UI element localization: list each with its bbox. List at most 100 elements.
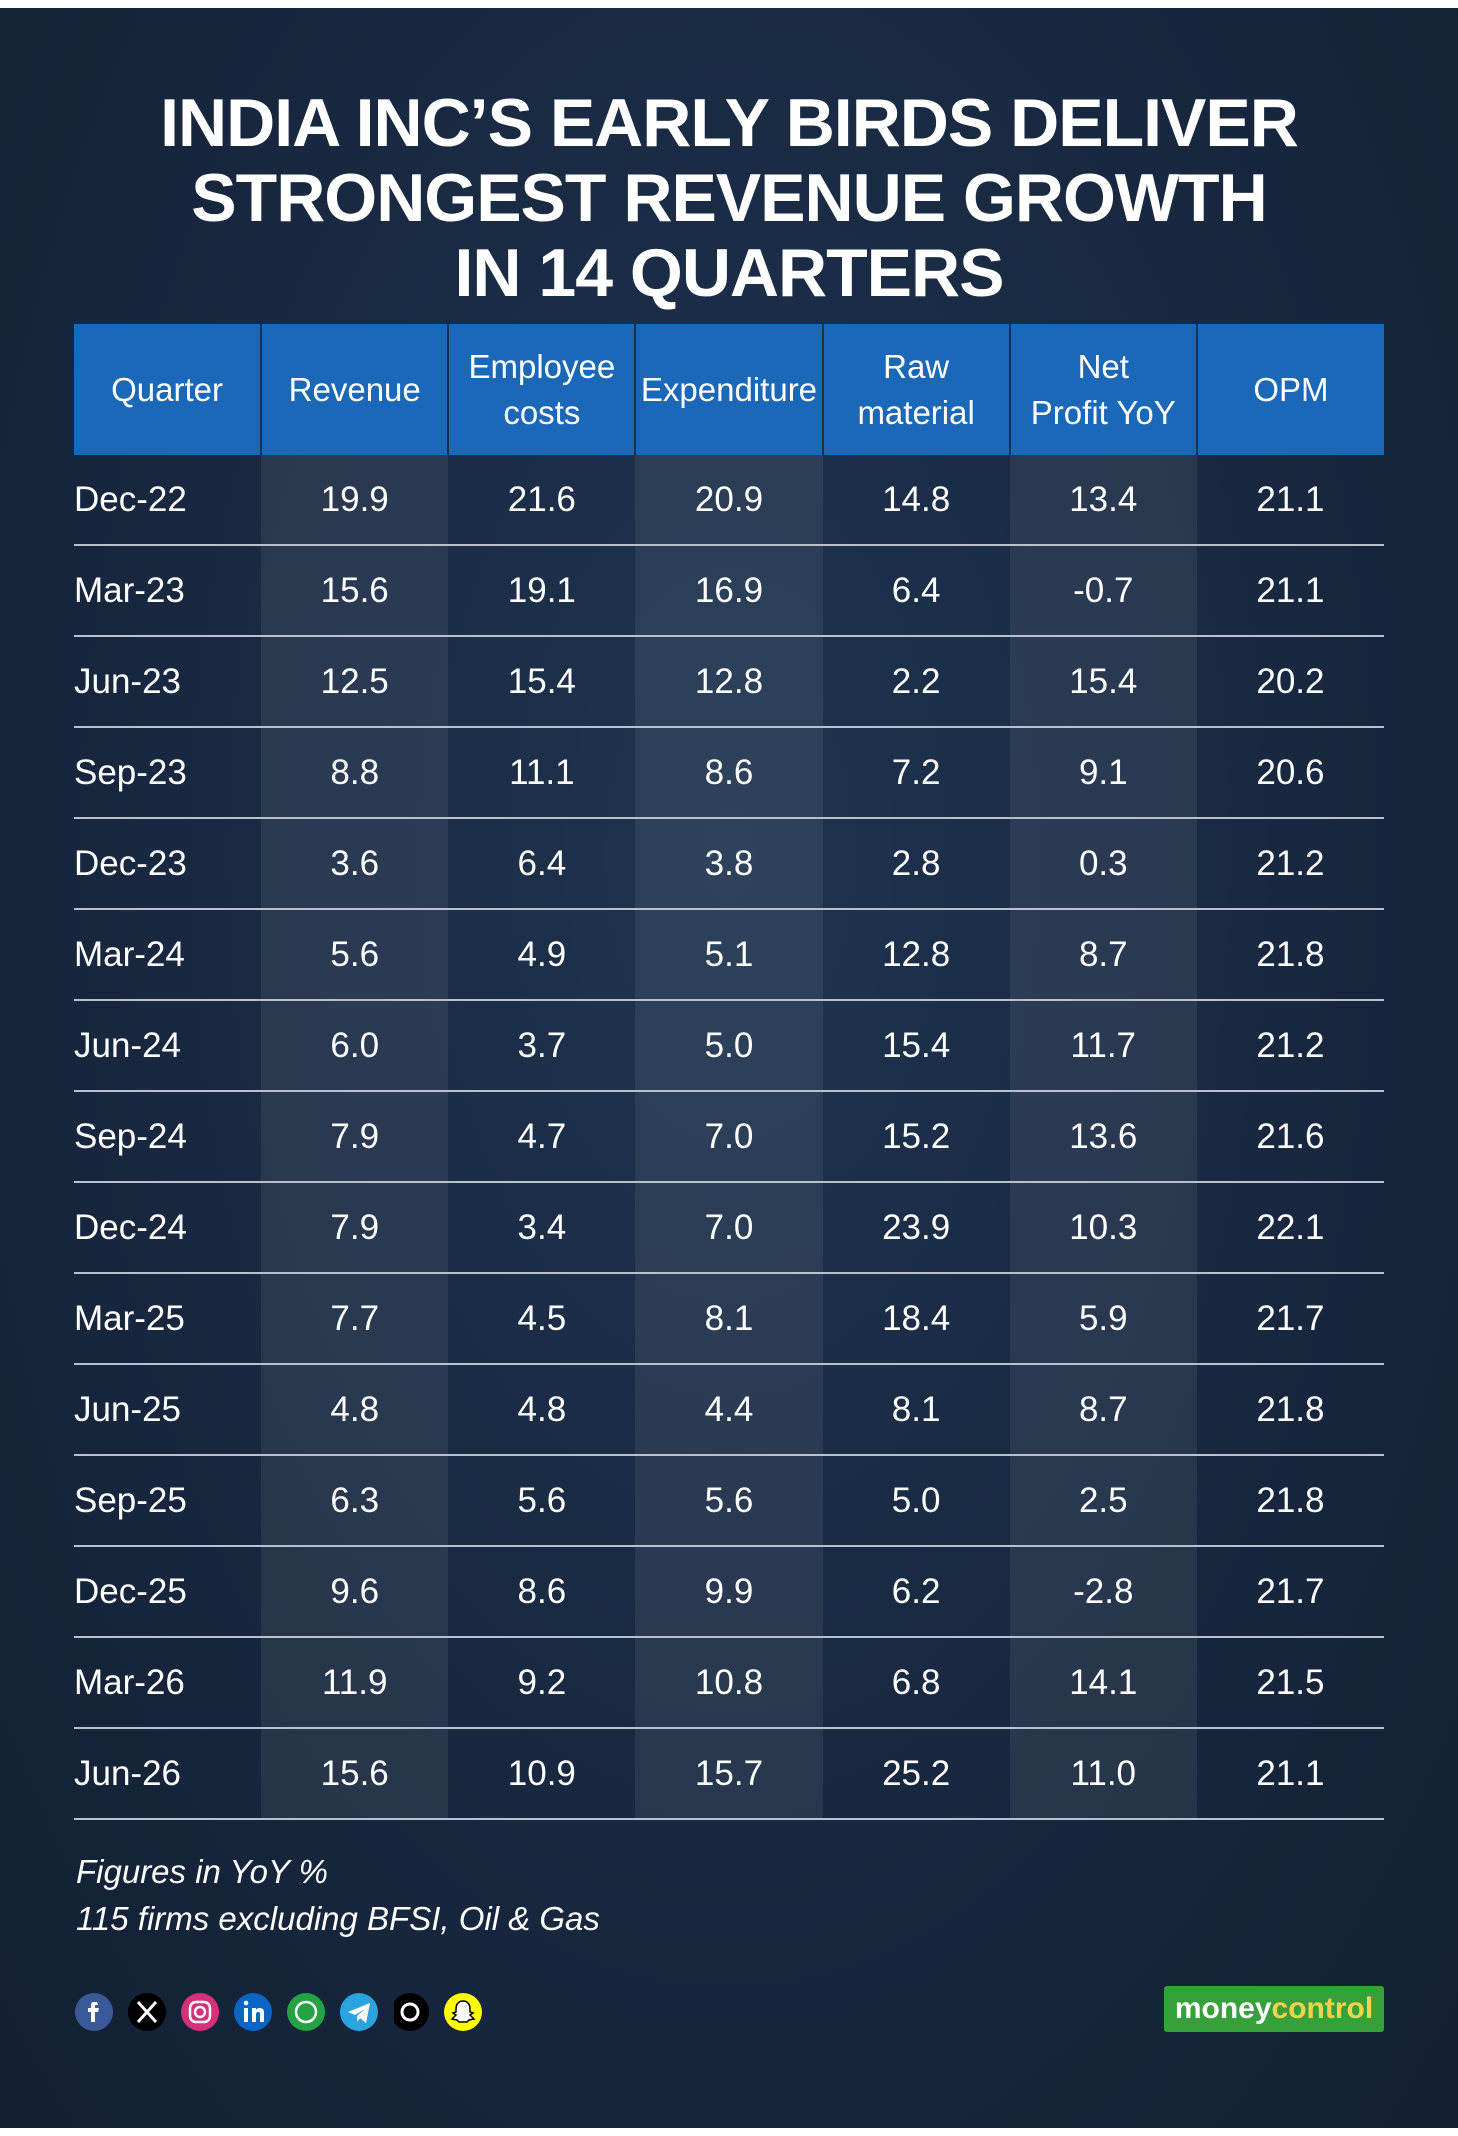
table-row: Mar-25 7.7 4.5 8.1 18.4 5.9 21.7 [74,1273,1384,1365]
cell: 3.7 [448,1000,636,1092]
row-label: Sep-25 [74,1455,262,1547]
cell: 7.9 [261,1182,449,1274]
cell: 10.3 [1009,1182,1197,1274]
cell: 6.0 [261,1000,449,1092]
cell: 2.2 [822,636,1010,728]
row-label: Dec-24 [74,1182,262,1274]
cell: 15.6 [261,1728,449,1820]
logo-text: control [1271,1992,1374,2025]
cell: 9.1 [1009,727,1197,819]
cell: 15.2 [822,1091,1010,1183]
column-header: Quarter [74,324,262,455]
table-row: Sep-25 6.3 5.6 5.6 5.0 2.5 21.8 [74,1455,1384,1547]
column-header: OPM [1195,324,1384,455]
table-row: Dec-24 7.9 3.4 7.0 23.9 10.3 22.1 [74,1182,1384,1274]
table-row: Dec-22 19.9 21.6 20.9 14.8 13.4 21.1 [74,455,1384,546]
cell: 15.6 [261,545,449,637]
cell: 16.9 [635,545,823,637]
column-header: Employee costs [447,324,636,455]
cell: 21.6 [448,455,636,546]
row-label: Jun-23 [74,636,262,728]
cell: 21.2 [1196,818,1384,910]
header-line: Employee [468,347,616,385]
cell: 11.1 [448,727,636,819]
cell: 8.1 [635,1273,823,1365]
cell: 4.8 [448,1364,636,1456]
cell: 3.8 [635,818,823,910]
whatsapp-glyph [294,2000,318,2024]
cell: 7.0 [635,1182,823,1274]
cell: 9.6 [261,1546,449,1638]
cell: 4.9 [448,909,636,1001]
cell: 6.4 [448,818,636,910]
cell: 6.4 [822,545,1010,637]
telegram-glyph [348,2003,370,2023]
cell: 9.9 [635,1546,823,1638]
cell: 21.7 [1196,1273,1384,1365]
row-label: Dec-23 [74,818,262,910]
column-header: Expenditure [634,324,823,455]
threads-icon[interactable] [394,1993,429,2031]
table-body: Dec-22 19.9 21.6 20.9 14.8 13.4 21.1 Mar-23 15.6… [74,455,1384,1820]
cell: 21.6 [1196,1091,1384,1183]
table-row: Jun-25 4.8 4.8 4.4 8.1 8.7 21.8 [74,1364,1384,1456]
cell: 6.8 [822,1637,1010,1729]
cell: 6.2 [822,1546,1010,1638]
cell: 3.6 [261,818,449,910]
cell: 3.4 [448,1182,636,1274]
header-line: Revenue [288,370,421,408]
row-label: Jun-25 [74,1364,262,1456]
cell: 0.3 [1009,818,1197,910]
cell: 19.1 [448,545,636,637]
column-header: Net Profit YoY [1008,324,1197,455]
cell: 5.1 [635,909,823,1001]
cell: -2.8 [1009,1546,1197,1638]
cell: 11.0 [1009,1728,1197,1820]
cell: 10.9 [448,1728,636,1820]
cell: 8.6 [635,727,823,819]
table-row: Sep-24 7.9 4.7 7.0 15.2 13.6 21.6 [74,1091,1384,1183]
cell: 21.7 [1196,1546,1384,1638]
cell: 21.8 [1196,1364,1384,1456]
whatsapp-icon[interactable] [287,1993,325,2031]
row-label: Sep-24 [74,1091,262,1183]
title: INDIA INC’S EARLY BIRDS DELIVER STRONGEST… [0,86,1458,311]
linkedin-glyph [244,2008,264,2022]
cell: 7.7 [261,1273,449,1365]
cell: 18.4 [822,1273,1010,1365]
cell: 4.5 [448,1273,636,1365]
cell: 20.9 [635,455,823,546]
cell: 7.2 [822,727,1010,819]
cell: 20.2 [1196,636,1384,728]
cell: 5.6 [448,1455,636,1547]
cell: 21.8 [1196,1455,1384,1547]
cell: 12.8 [635,636,823,728]
header-line: Profit YoY [1030,393,1176,431]
cell: 8.7 [1009,909,1197,1001]
cell: 4.4 [635,1364,823,1456]
instagram-icon[interactable] [181,1993,219,2031]
snapchat-glyph [450,2000,476,2023]
cell: 14.8 [822,455,1010,546]
threads-glyph [400,2002,420,2022]
cell: 15.4 [1009,636,1197,728]
row-label: Jun-26 [74,1728,262,1820]
data-table: Quarter Revenue Employee costs Expenditure Ra… [74,324,1384,1820]
table-row: Jun-26 15.6 10.9 15.7 25.2 11.0 21.1 [74,1728,1384,1820]
social-icons [75,1993,378,2031]
row-label: Mar-26 [74,1637,262,1729]
header-line: Raw [883,347,950,385]
header-line: material [857,393,975,431]
cell: 5.6 [261,909,449,1001]
infographic: INDIA INC’S EARLY BIRDS DELIVER STRONGEST… [0,8,1458,2128]
header-row: Quarter Revenue Employee costs Expenditure Ra… [74,324,1384,455]
cell: 15.4 [448,636,636,728]
title-line: IN 14 QUARTERS [454,235,1005,311]
cell: -0.7 [1009,545,1197,637]
footnotes: Figures in YoY % 115 firms excluding BFSI… [76,1848,600,1942]
cell: 14.1 [1009,1637,1197,1729]
cell: 8.1 [822,1364,1010,1456]
cell: 10.8 [635,1637,823,1729]
table-row: Sep-23 8.8 11.1 8.6 7.2 9.1 20.6 [74,727,1384,819]
header-line: Expenditure [640,370,818,408]
